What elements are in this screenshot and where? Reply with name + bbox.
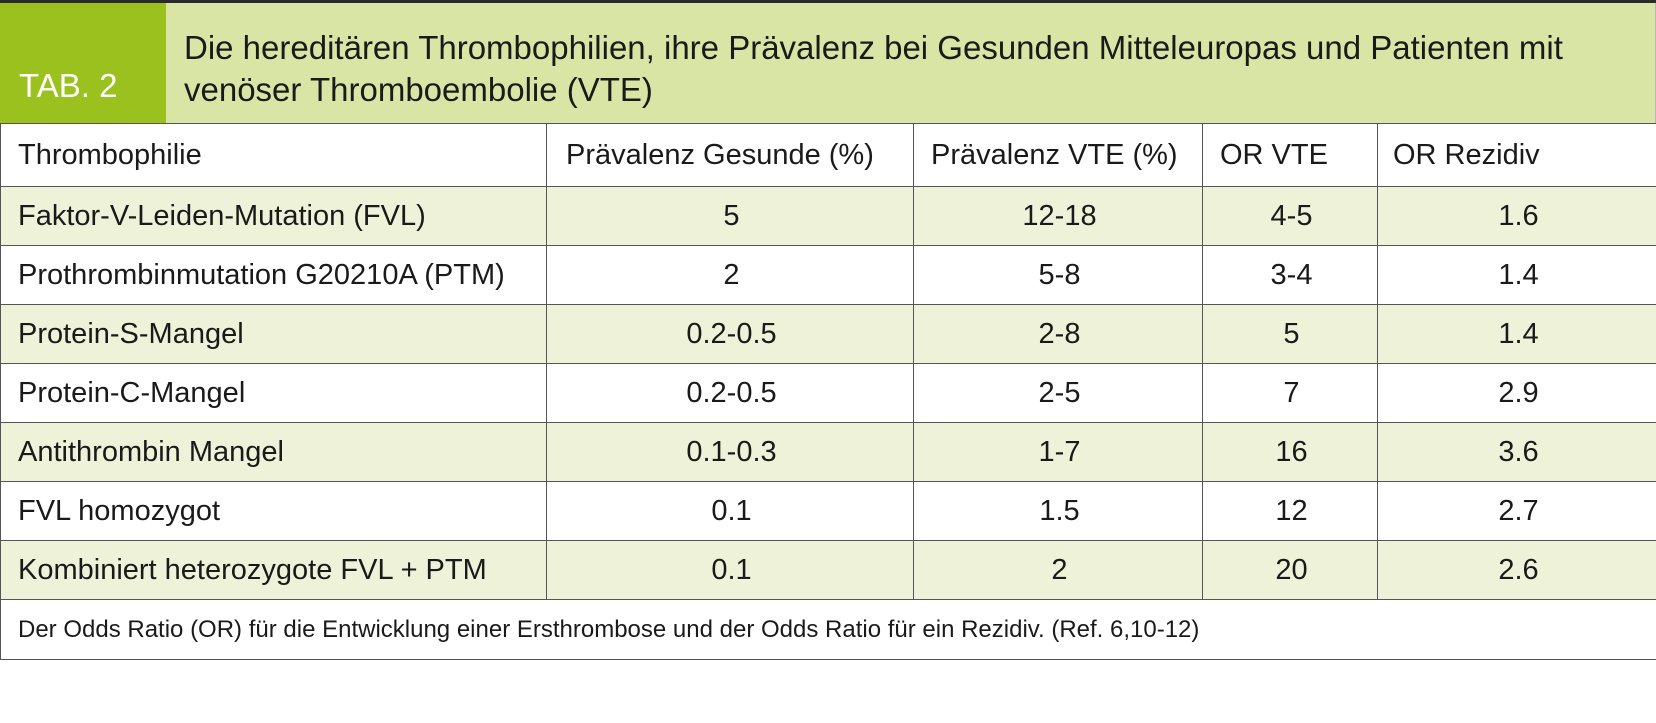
cell-or-rezidiv: 2.9 bbox=[1377, 363, 1656, 423]
cell-praevalenz-gesunde: 0.1-0.3 bbox=[546, 422, 914, 482]
cell-praevalenz-gesunde: 2 bbox=[546, 245, 914, 305]
cell-thrombophilie: Protein-S-Mangel bbox=[0, 304, 547, 364]
cell-thrombophilie: Faktor-V-Leiden-Mutation (FVL) bbox=[0, 186, 547, 246]
cell-or-vte: 12 bbox=[1202, 481, 1378, 541]
table-number-label: TAB. 2 bbox=[0, 3, 166, 123]
cell-or-vte: 7 bbox=[1202, 363, 1378, 423]
cell-or-rezidiv: 2.6 bbox=[1377, 540, 1656, 600]
cell-praevalenz-gesunde: 0.1 bbox=[546, 481, 914, 541]
thrombophilia-table: TAB. 2 Die hereditären Thrombophilien, i… bbox=[0, 0, 1656, 660]
cell-praevalenz-vte: 1.5 bbox=[913, 481, 1203, 541]
cell-thrombophilie: Prothrombinmutation G20210A (PTM) bbox=[0, 245, 547, 305]
cell-praevalenz-gesunde: 0.2-0.5 bbox=[546, 304, 914, 364]
cell-or-vte: 3-4 bbox=[1202, 245, 1378, 305]
table-title: Die hereditären Thrombophilien, ihre Prä… bbox=[166, 3, 1656, 123]
header-row: Thrombophilie Prävalenz Gesunde (%) Präv… bbox=[0, 123, 1656, 187]
table-row: Prothrombinmutation G20210A (PTM) 2 5-8 … bbox=[0, 245, 1656, 305]
cell-praevalenz-vte: 1-7 bbox=[913, 422, 1203, 482]
table-row: Kombiniert heterozygote FVL + PTM 0.1 2 … bbox=[0, 540, 1656, 600]
cell-praevalenz-vte: 2 bbox=[913, 540, 1203, 600]
cell-thrombophilie: Antithrombin Mangel bbox=[0, 422, 547, 482]
column-header-praevalenz-gesunde: Prävalenz Gesunde (%) bbox=[546, 123, 914, 187]
cell-thrombophilie: Protein-C-Mangel bbox=[0, 363, 547, 423]
cell-or-vte: 5 bbox=[1202, 304, 1378, 364]
cell-or-vte: 20 bbox=[1202, 540, 1378, 600]
table-row: Protein-S-Mangel 0.2-0.5 2-8 5 1.4 bbox=[0, 304, 1656, 364]
cell-praevalenz-vte: 5-8 bbox=[913, 245, 1203, 305]
cell-praevalenz-vte: 12-18 bbox=[913, 186, 1203, 246]
table-row: Faktor-V-Leiden-Mutation (FVL) 5 12-18 4… bbox=[0, 186, 1656, 246]
table-title-bar: TAB. 2 Die hereditären Thrombophilien, i… bbox=[0, 0, 1656, 123]
cell-or-rezidiv: 1.4 bbox=[1377, 245, 1656, 305]
table-row: Protein-C-Mangel 0.2-0.5 2-5 7 2.9 bbox=[0, 363, 1656, 423]
cell-or-rezidiv: 1.4 bbox=[1377, 304, 1656, 364]
cell-praevalenz-gesunde: 0.2-0.5 bbox=[546, 363, 914, 423]
cell-or-rezidiv: 3.6 bbox=[1377, 422, 1656, 482]
cell-praevalenz-gesunde: 0.1 bbox=[546, 540, 914, 600]
cell-praevalenz-gesunde: 5 bbox=[546, 186, 914, 246]
cell-or-vte: 4-5 bbox=[1202, 186, 1378, 246]
table-row: Antithrombin Mangel 0.1-0.3 1-7 16 3.6 bbox=[0, 422, 1656, 482]
cell-or-vte: 16 bbox=[1202, 422, 1378, 482]
cell-or-rezidiv: 2.7 bbox=[1377, 481, 1656, 541]
cell-or-rezidiv: 1.6 bbox=[1377, 186, 1656, 246]
cell-praevalenz-vte: 2-8 bbox=[913, 304, 1203, 364]
cell-thrombophilie: Kombiniert heterozygote FVL + PTM bbox=[0, 540, 547, 600]
column-header-thrombophilie: Thrombophilie bbox=[0, 123, 547, 187]
column-header-or-rezidiv: OR Rezidiv bbox=[1377, 123, 1656, 187]
column-header-praevalenz-vte: Prävalenz VTE (%) bbox=[913, 123, 1203, 187]
cell-thrombophilie: FVL homozygot bbox=[0, 481, 547, 541]
footnote-row: Der Odds Ratio (OR) für die Entwicklung … bbox=[0, 599, 1656, 660]
table-footnote: Der Odds Ratio (OR) für die Entwicklung … bbox=[0, 599, 1656, 660]
cell-praevalenz-vte: 2-5 bbox=[913, 363, 1203, 423]
table-row: FVL homozygot 0.1 1.5 12 2.7 bbox=[0, 481, 1656, 541]
data-table: Thrombophilie Prävalenz Gesunde (%) Präv… bbox=[0, 123, 1656, 660]
column-header-or-vte: OR VTE bbox=[1202, 123, 1378, 187]
